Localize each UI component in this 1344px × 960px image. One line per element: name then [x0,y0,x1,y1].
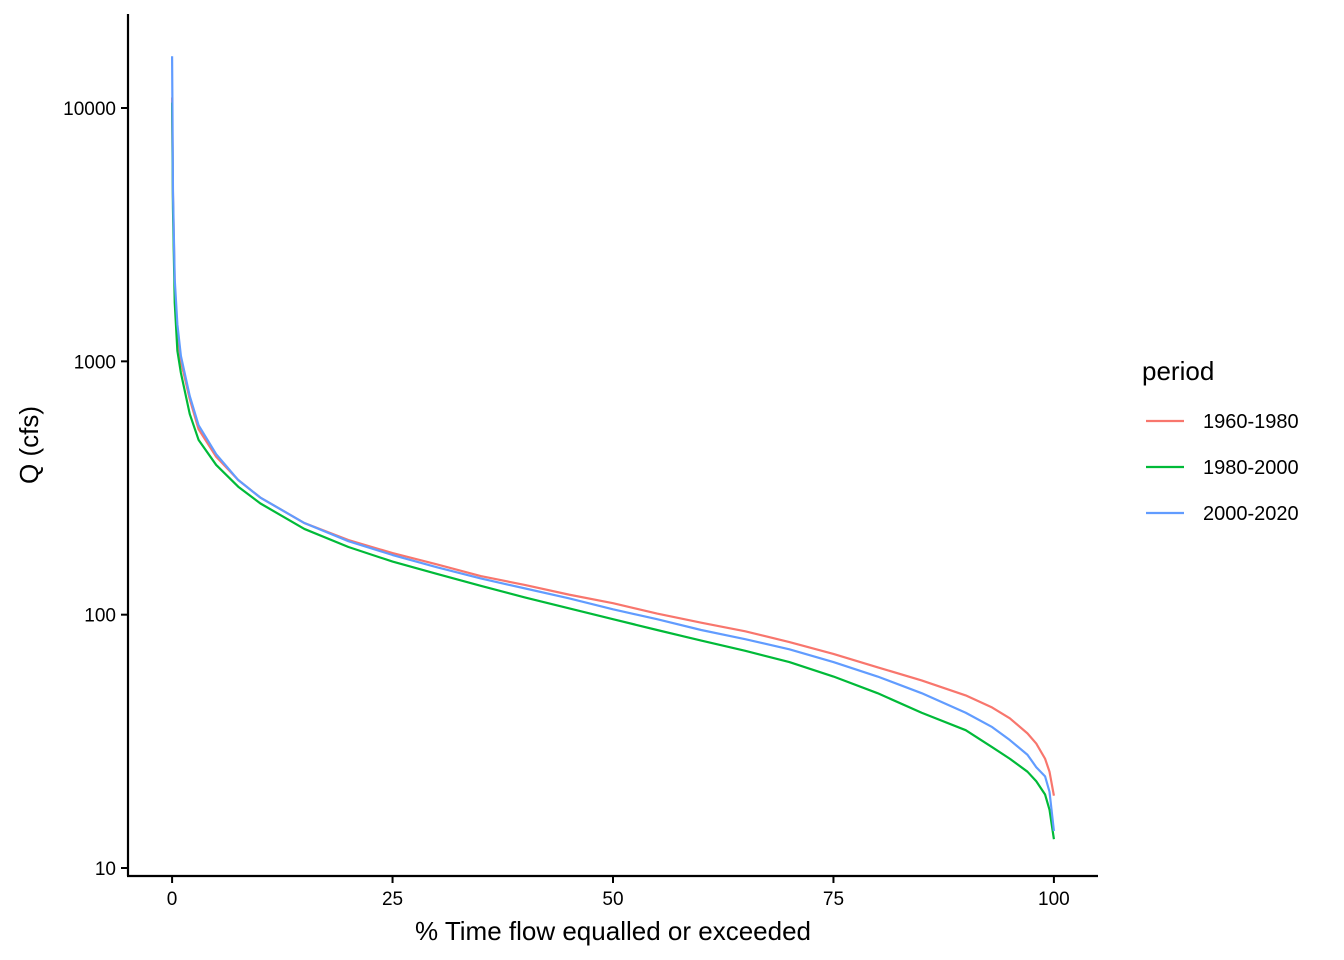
legend-title: period [1142,356,1214,386]
series-lines [170,56,1056,840]
x-axis-title: % Time flow equalled or exceeded [415,916,811,946]
y-tick-label: 1000 [74,352,116,373]
y-tick-label: 100 [84,606,116,627]
y-tick-label: 10000 [63,99,116,120]
axes [126,14,1098,878]
x-tick-label: 0 [167,889,178,910]
x-tick-label: 50 [602,889,623,910]
x-tick-label: 100 [1038,889,1070,910]
y-ticks: 10 100 1000 10000 [63,99,128,880]
series-line-1960-1980 [170,97,1055,796]
x-tick-label: 75 [823,889,844,910]
legend: period 1960-1980 1980-2000 2000-2020 [1142,356,1299,525]
legend-label: 1980-2000 [1203,457,1299,479]
series-line-1980-2000 [170,102,1055,840]
legend-label: 1960-1980 [1203,411,1299,433]
legend-items: 1960-1980 1980-2000 2000-2020 [1146,411,1299,525]
legend-label: 2000-2020 [1203,503,1299,525]
y-axis-title: Q (cfs) [14,406,44,484]
x-tick-label: 25 [382,889,403,910]
x-ticks: 0 25 50 75 100 [167,876,1070,910]
series-line-2000-2020 [170,56,1056,832]
y-tick-label: 10 [95,859,116,880]
